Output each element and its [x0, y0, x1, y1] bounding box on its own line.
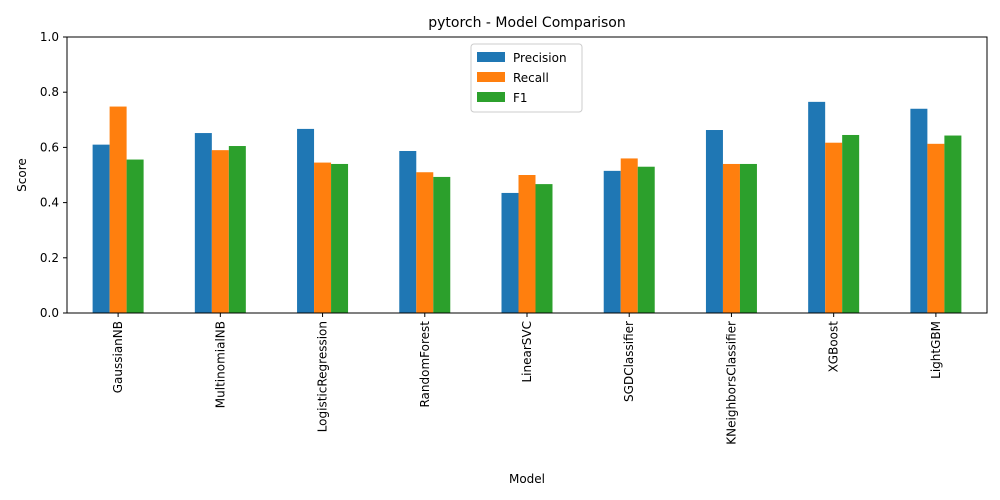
bars-group — [92, 101, 962, 313]
y-tick-label: 0.4 — [40, 196, 59, 210]
x-tick-label: SGDClassifier — [622, 321, 636, 402]
x-axis-label: Model — [509, 472, 545, 486]
legend-label-precision: Precision — [513, 51, 567, 65]
bar-f1-lightgbm — [944, 135, 962, 313]
bar-recall-linearsvc — [518, 175, 536, 313]
bar-f1-randomforest — [433, 176, 451, 313]
y-tick-label: 1.0 — [40, 30, 59, 44]
bar-recall-gaussiannb — [109, 106, 127, 313]
legend-label-f1: F1 — [513, 91, 528, 105]
legend-swatch-f1 — [477, 92, 505, 102]
bar-precision-multinomialnb — [194, 133, 212, 313]
x-tick-label: RandomForest — [418, 321, 432, 408]
bar-precision-lightgbm — [910, 108, 928, 313]
x-tick-label: GaussianNB — [111, 321, 125, 393]
y-tick-label: 0.6 — [40, 140, 59, 154]
bar-precision-gaussiannb — [92, 144, 110, 313]
bar-recall-kneighborsclassifier — [722, 163, 740, 313]
bar-precision-xgboost — [808, 101, 826, 313]
legend-swatch-precision — [477, 52, 505, 62]
y-tick-label: 0.0 — [40, 306, 59, 320]
y-tick-label: 0.8 — [40, 85, 59, 99]
y-tick-label: 0.2 — [40, 251, 59, 265]
bar-f1-kneighborsclassifier — [739, 163, 757, 313]
legend-swatch-recall — [477, 72, 505, 82]
x-tick-label: LogisticRegression — [316, 321, 330, 432]
x-tick-label: XGBoost — [827, 321, 841, 373]
plot-frame — [66, 36, 988, 314]
chart-title: pytorch - Model Comparison — [428, 15, 626, 31]
y-axis-label: Score — [15, 158, 29, 192]
x-tick-label: KNeighborsClassifier — [724, 321, 738, 445]
bar-f1-xgboost — [842, 134, 860, 313]
bar-recall-lightgbm — [927, 143, 945, 313]
x-axis: GaussianNB MultinomialNB LogisticRegressio… — [111, 313, 943, 445]
bar-precision-sgdclassifier — [603, 170, 621, 313]
legend-label-recall: Recall — [513, 71, 549, 85]
bar-precision-logisticregression — [297, 128, 315, 313]
bar-f1-logisticregression — [331, 163, 349, 313]
bar-precision-randomforest — [399, 150, 417, 313]
bar-recall-sgdclassifier — [620, 158, 638, 313]
x-tick-label: LinearSVC — [520, 321, 534, 383]
bar-precision-kneighborsclassifier — [705, 130, 723, 313]
bar-recall-multinomialnb — [211, 150, 229, 313]
x-tick-label: MultinomialNB — [213, 321, 227, 408]
bar-recall-randomforest — [416, 172, 434, 313]
y-axis: 0.0 0.2 0.4 0.6 0.8 1.0 — [40, 30, 67, 320]
bar-f1-gaussiannb — [126, 159, 144, 313]
bar-f1-multinomialnb — [228, 146, 246, 313]
bar-f1-sgdclassifier — [637, 166, 655, 313]
bar-recall-xgboost — [825, 142, 843, 313]
legend: Precision Recall F1 — [470, 43, 583, 113]
bar-precision-linearsvc — [501, 192, 519, 313]
bar-f1-linearsvc — [535, 184, 553, 313]
x-tick-label: LightGBM — [929, 321, 943, 379]
bar-recall-logisticregression — [314, 162, 332, 313]
